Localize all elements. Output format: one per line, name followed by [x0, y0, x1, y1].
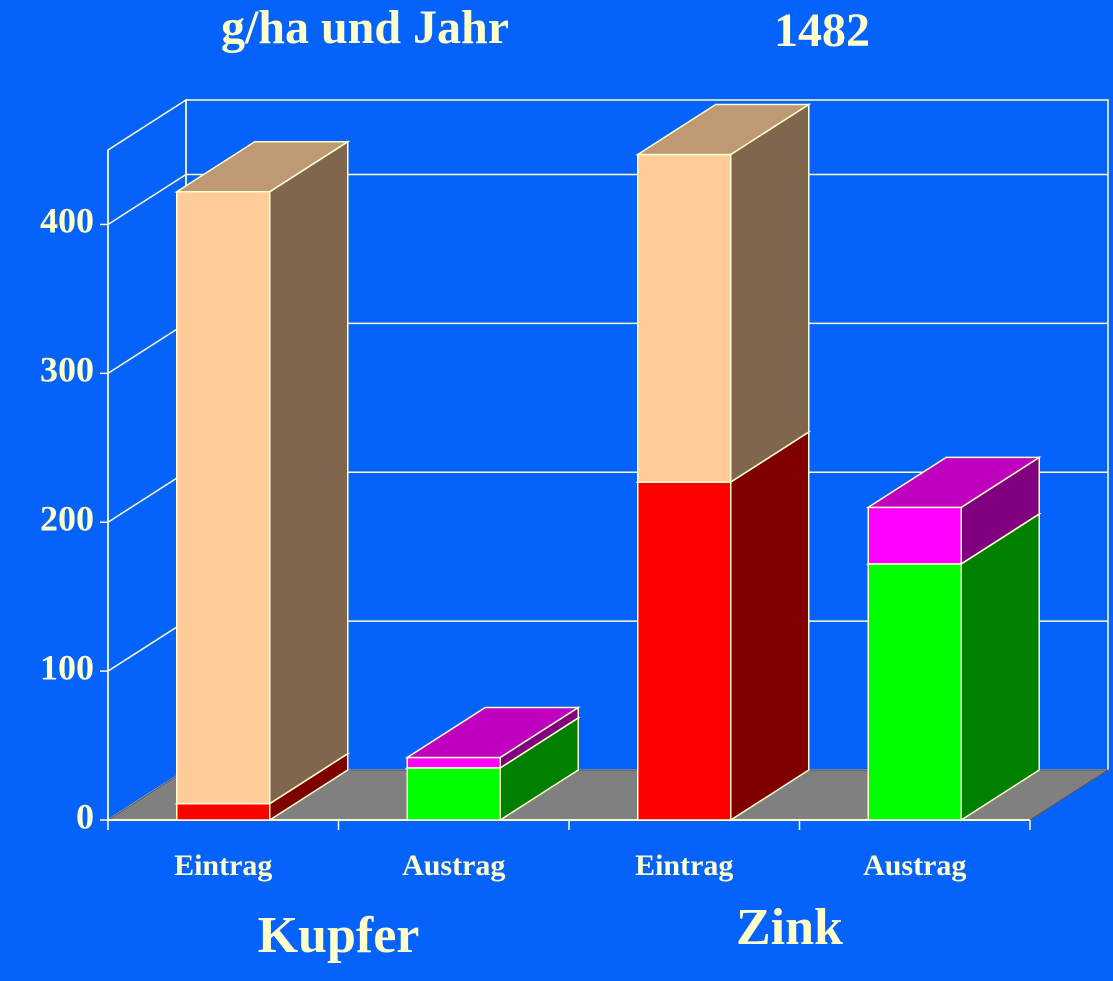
- x-tick-label: Austrag: [402, 849, 505, 882]
- bar-top: [404, 706, 581, 759]
- bar: [406, 767, 501, 821]
- bar: [406, 756, 501, 769]
- bar-side: [269, 140, 349, 805]
- y-tick-label: 0: [76, 796, 94, 836]
- y-tick-label: 100: [40, 647, 94, 687]
- chart-title: g/ha und Jahr: [221, 1, 509, 54]
- bar-side: [960, 512, 1040, 822]
- bar-side: [730, 430, 810, 822]
- x-tick-label: Austrag: [863, 849, 966, 882]
- y-tick-label: 300: [40, 350, 94, 390]
- bar-side: [730, 103, 810, 484]
- y-tick-label: 400: [40, 201, 94, 241]
- bar: [867, 506, 962, 565]
- group-label: Kupfer: [258, 907, 420, 964]
- bar-top: [865, 456, 1042, 509]
- bar: [867, 563, 962, 821]
- chart-subtitle: 1482: [774, 4, 870, 57]
- y-tick-label: 200: [40, 498, 94, 538]
- bar: [176, 802, 271, 821]
- bar-top: [174, 140, 351, 193]
- group-label: Zink: [736, 899, 843, 956]
- bar: [176, 190, 271, 805]
- bar-top: [635, 103, 812, 156]
- x-tick-label: Eintrag: [174, 849, 272, 882]
- x-tick-label: Eintrag: [635, 849, 733, 882]
- bar: [637, 481, 732, 821]
- bar: [637, 153, 732, 483]
